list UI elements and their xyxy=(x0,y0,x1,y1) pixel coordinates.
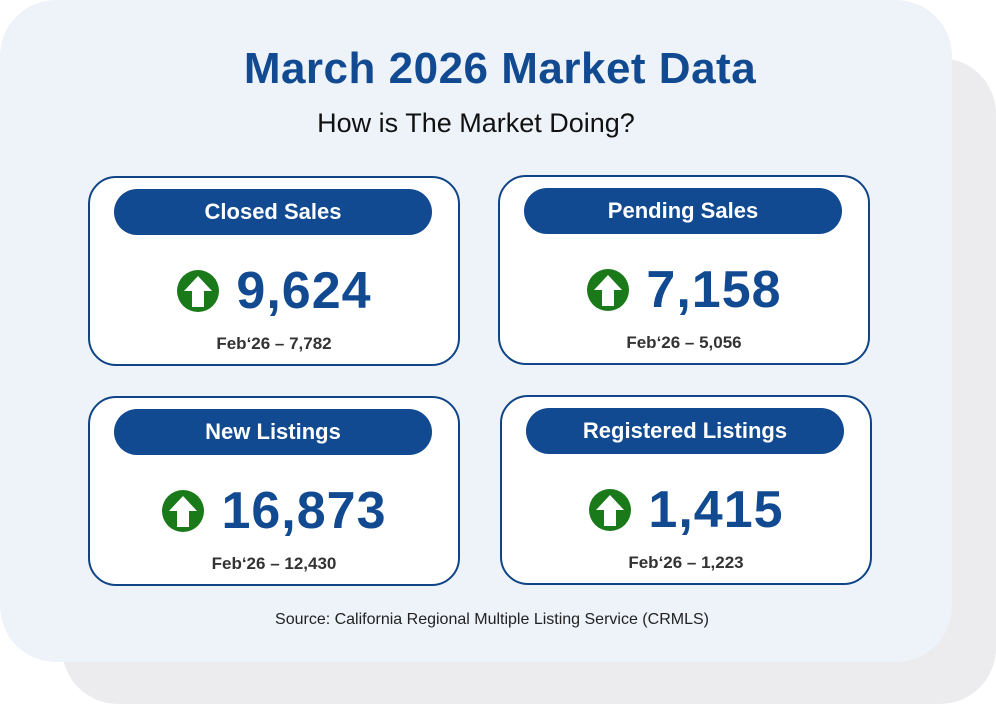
metric-label-pill: New Listings xyxy=(114,409,432,455)
metric-card-new-listings: New Listings 16,873 Feb‘26 – 12,430 xyxy=(88,396,460,586)
market-data-panel: March 2026 Market Data How is The Market… xyxy=(0,0,952,662)
metric-card-registered-listings: Registered Listings 1,415 Feb‘26 – 1,223 xyxy=(500,395,872,585)
metric-label-pill: Closed Sales xyxy=(114,189,432,235)
metric-value: 16,873 xyxy=(221,482,387,540)
metric-comparison: Feb‘26 – 5,056 xyxy=(626,333,742,352)
metric-value-row: 9,624 xyxy=(90,260,458,322)
metric-value-row: 16,873 xyxy=(90,480,458,542)
up-arrow-icon xyxy=(589,489,632,531)
metric-comparison: Feb‘26 – 7,782 xyxy=(216,334,332,353)
metric-value-row: 7,158 xyxy=(500,259,868,321)
metric-card-pending-sales: Pending Sales 7,158 Feb‘26 – 5,056 xyxy=(498,175,870,365)
up-arrow-icon xyxy=(177,270,220,312)
metric-comparison: Feb‘26 – 1,223 xyxy=(628,553,744,572)
metric-value-row: 1,415 xyxy=(502,479,870,541)
page-title: March 2026 Market Data xyxy=(243,44,757,93)
metric-label-pill: Registered Listings xyxy=(526,408,844,454)
metric-value: 7,158 xyxy=(646,261,782,319)
metric-value: 9,624 xyxy=(236,262,372,320)
source-citation: Source: California Regional Multiple Lis… xyxy=(275,611,709,628)
page-subtitle: How is The Market Doing? xyxy=(317,108,635,138)
metric-value: 1,415 xyxy=(648,481,784,539)
metric-comparison: Feb‘26 – 12,430 xyxy=(211,554,337,573)
up-arrow-icon xyxy=(162,490,205,532)
metric-label-pill: Pending Sales xyxy=(524,188,842,234)
metric-card-closed-sales: Closed Sales 9,624 Feb‘26 – 7,782 xyxy=(88,176,460,366)
up-arrow-icon xyxy=(587,269,630,311)
